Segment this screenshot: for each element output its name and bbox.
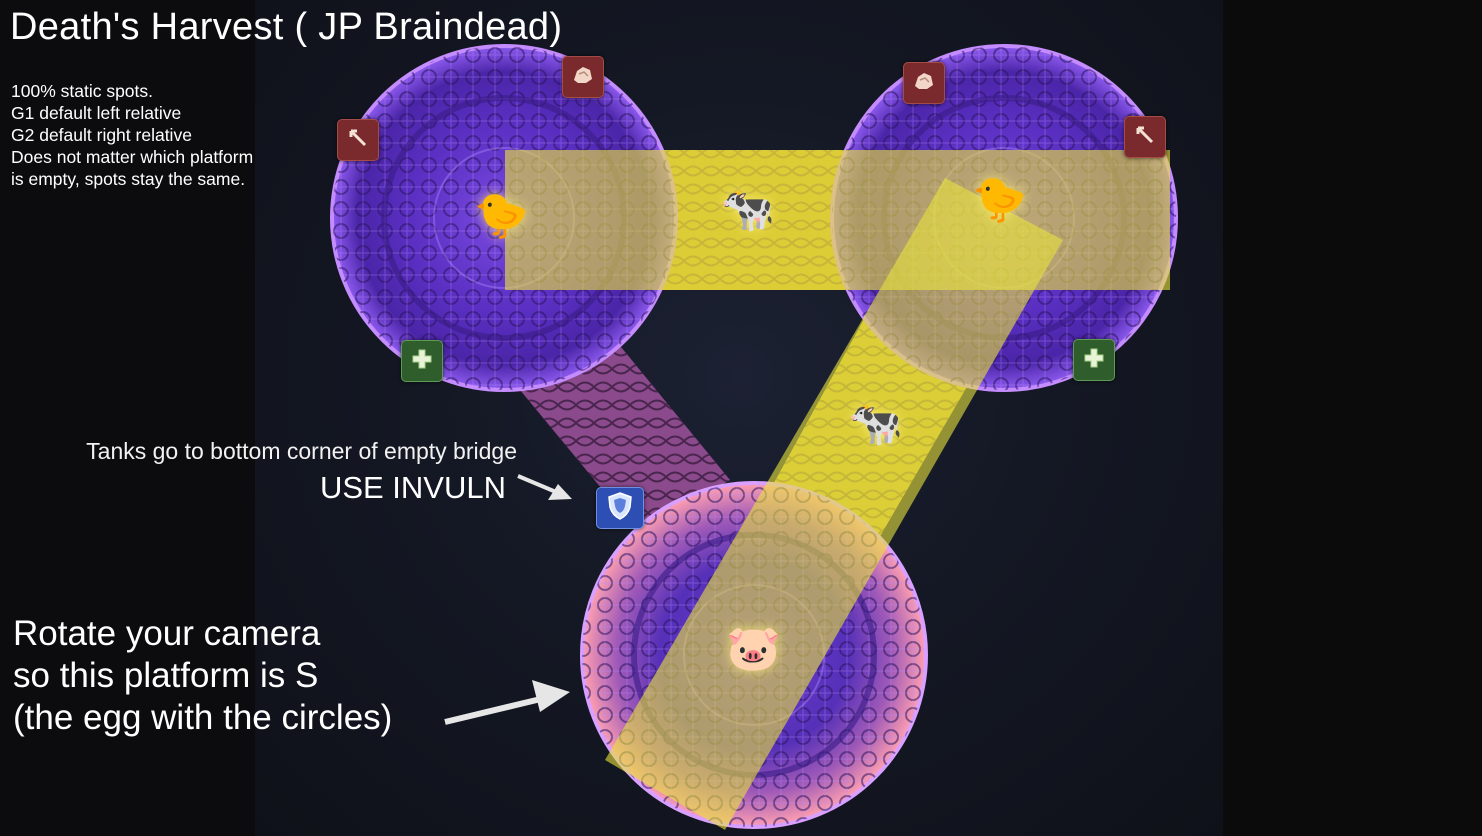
heal-icon [410, 347, 434, 376]
arrow-icon [346, 126, 370, 155]
right-dark-panel [1223, 0, 1482, 836]
note-line: 100% static spots. [11, 81, 154, 101]
page-title: Death's Harvest ( JP Braindead) [10, 6, 563, 48]
aoe-line-horizontal [505, 150, 1170, 290]
note-line: Does not matter which platform [11, 147, 254, 167]
rock-marker-left [562, 56, 604, 98]
aoe-line-diagonal [605, 178, 1063, 830]
rock-marker-right [903, 62, 945, 104]
heal-marker-right [1073, 339, 1115, 381]
camera-line: Rotate your camera [13, 614, 321, 653]
arrow-marker-right [1124, 116, 1166, 158]
heal-marker-left [401, 340, 443, 382]
shield-icon [606, 491, 634, 526]
camera-line: (the egg with the circles) [13, 698, 393, 737]
note-line: G2 default right relative [11, 125, 192, 145]
camera-instruction: Rotate your camera so this platform is S… [13, 613, 392, 739]
cow-right-bridge: 🐄 [848, 399, 903, 448]
arrow-icon [1133, 123, 1157, 152]
note-line: G1 default left relative [11, 103, 182, 123]
strategy-notes: 100% static spots. G1 default left relat… [11, 80, 253, 190]
heal-icon [1082, 346, 1106, 375]
chick-left: 🐤 [474, 191, 529, 240]
tank-invuln-marker [596, 487, 644, 529]
invuln-instruction: USE INVULN [319, 470, 506, 505]
bridge-left-empty [520, 336, 730, 535]
rock-icon [912, 70, 936, 97]
arrow-marker-left [337, 119, 379, 161]
tank-instruction: Tanks go to bottom corner of empty bridg… [86, 438, 517, 464]
platform-top-left [330, 44, 678, 392]
pig-south-platform: 🐷 [726, 624, 781, 673]
cow-top-bridge: 🐄 [720, 185, 775, 234]
rock-icon [571, 64, 595, 91]
chick-right: 🐤 [972, 175, 1027, 224]
camera-line: so this platform is S [13, 656, 319, 695]
note-line: is empty, spots stay the same. [11, 169, 246, 189]
